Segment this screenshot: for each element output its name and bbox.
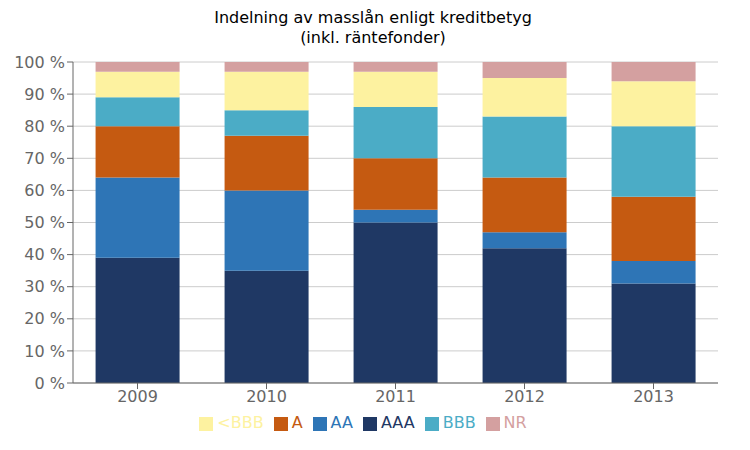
- svg-text:60 %: 60 %: [24, 181, 65, 200]
- svg-text:40 %: 40 %: [24, 245, 65, 264]
- svg-text:30 %: 30 %: [24, 277, 65, 296]
- svg-text:80 %: 80 %: [24, 117, 65, 136]
- svg-text:2012: 2012: [504, 387, 545, 406]
- svg-text:0 %: 0 %: [35, 374, 65, 393]
- svg-text:70 %: 70 %: [24, 149, 65, 168]
- svg-text:20 %: 20 %: [24, 309, 65, 328]
- svg-text:2009: 2009: [117, 387, 158, 406]
- html-text:AA: AA: [330, 413, 353, 432]
- html-text:A: A: [291, 413, 303, 432]
- svg-text:50 %: 50 %: [24, 213, 65, 232]
- svg-text:2013: 2013: [633, 387, 674, 406]
- html-text:NR: NR: [503, 413, 527, 432]
- html-text:BBB: BBB: [442, 413, 476, 432]
- html-text:(inkl. räntefonder): (inkl. räntefonder): [300, 28, 446, 47]
- svg-text:2010: 2010: [246, 387, 287, 406]
- svg-text:2011: 2011: [375, 387, 416, 406]
- svg-text:10 %: 10 %: [24, 342, 65, 361]
- svg-text:90 %: 90 %: [24, 85, 65, 104]
- html-text:<BBB: <BBB: [217, 413, 264, 432]
- svg-text:100 %: 100 %: [14, 53, 65, 72]
- html-text:Indelning av masslån enligt kr: Indelning av masslån enligt kreditbetyg: [214, 8, 532, 27]
- html-text:AAA: AAA: [380, 413, 415, 432]
